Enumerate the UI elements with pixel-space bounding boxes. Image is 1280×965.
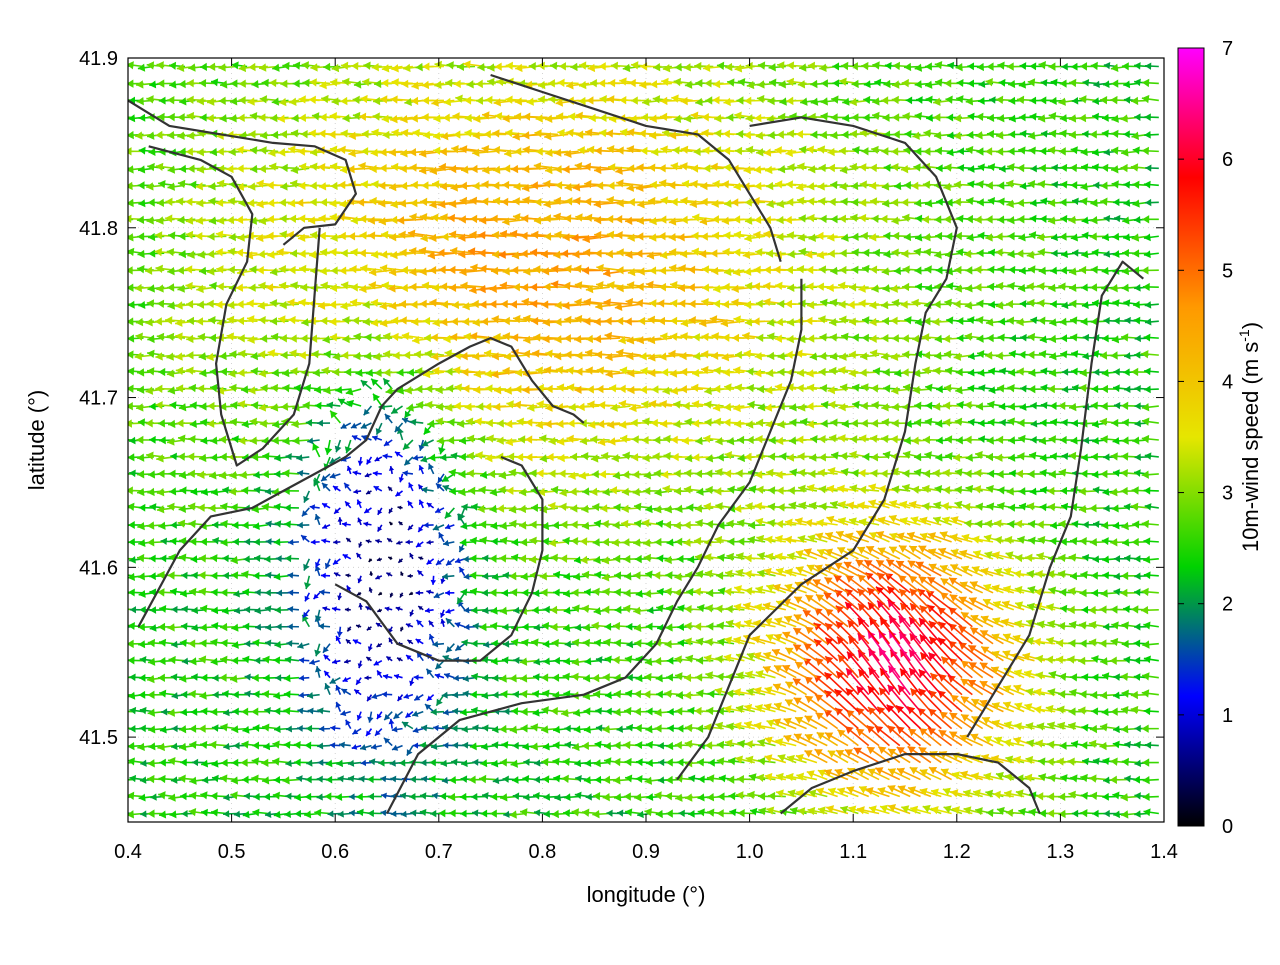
x-tick-label: 0.4: [114, 841, 142, 863]
colorbar-tick-label: 2: [1222, 594, 1233, 616]
x-tick-label: 0.8: [528, 841, 556, 863]
x-axis-label: longitude (°): [587, 882, 706, 907]
x-tick-label: 1.0: [736, 841, 764, 863]
colorbar-tick-label: 5: [1222, 260, 1233, 282]
colorbar-tick-label: 6: [1222, 149, 1233, 171]
colorbar-label-main: 10m-wind speed (m s: [1238, 342, 1263, 552]
x-tick-label: 1.4: [1150, 841, 1178, 863]
colorbar-label-superscript: -1: [1236, 329, 1252, 342]
colorbar-tick-label: 7: [1222, 38, 1233, 60]
x-tick-label: 1.3: [1046, 841, 1074, 863]
y-tick-label: 41.8: [79, 218, 118, 240]
colorbar-gradient: [1178, 48, 1204, 826]
colorbar-label-close: ): [1238, 322, 1263, 329]
colorbar-label: 10m-wind speed (m s-1): [1236, 322, 1263, 552]
colorbar-tick-label: 4: [1222, 371, 1233, 393]
x-tick-label: 0.9: [632, 841, 660, 863]
colorbar-tick-label: 1: [1222, 705, 1233, 727]
x-tick-label: 1.2: [943, 841, 971, 863]
y-tick-label: 41.5: [79, 727, 118, 749]
y-tick-label: 41.7: [79, 388, 118, 410]
y-tick-label: 41.6: [79, 557, 118, 579]
y-tick-label: 41.9: [79, 48, 118, 70]
x-tick-label: 0.6: [321, 841, 349, 863]
colorbar-tick-label: 3: [1222, 483, 1233, 505]
x-tick-label: 1.1: [839, 841, 867, 863]
x-tick-label: 0.7: [425, 841, 453, 863]
x-tick-label: 0.5: [218, 841, 246, 863]
y-axis-label: latitude (°): [24, 390, 49, 491]
colorbar-tick-label: 0: [1222, 816, 1233, 838]
